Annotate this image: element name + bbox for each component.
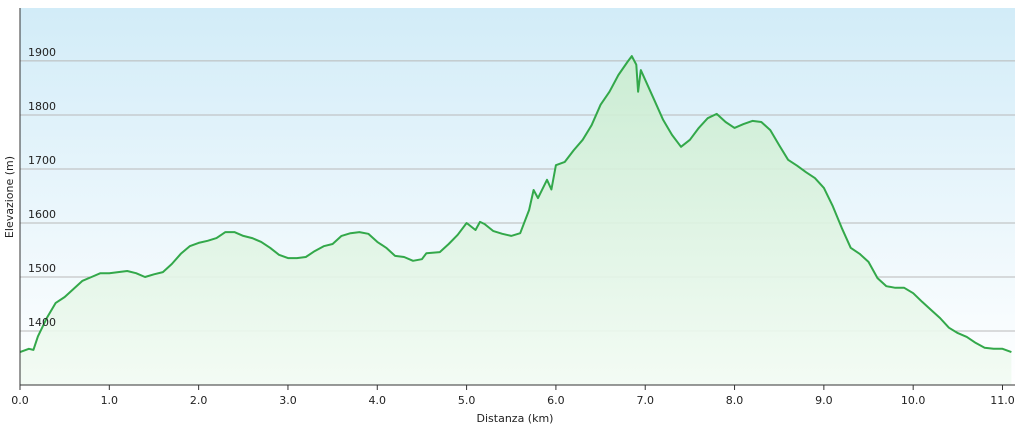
x-tick-label: 4.0: [369, 394, 387, 407]
y-tick-label: 1600: [28, 208, 56, 221]
y-tick-label: 1800: [28, 100, 56, 113]
x-tick-label: 9.0: [815, 394, 833, 407]
x-tick-label: 11.0: [990, 394, 1015, 407]
x-tick-label: 6.0: [547, 394, 565, 407]
y-tick-label: 1500: [28, 262, 56, 275]
area-fill: [20, 56, 1012, 385]
y-tick-label: 1400: [28, 316, 56, 329]
x-axis-label: Distanza (km): [477, 412, 554, 425]
x-tick-label: 1.0: [101, 394, 119, 407]
plot: [19, 55, 1015, 385]
elevation-line: [19, 55, 1012, 354]
y-tick-label: 1900: [28, 46, 56, 59]
y-tick-label: 1700: [28, 154, 56, 167]
x-tick-label: 2.0: [190, 394, 208, 407]
x-tick-label: 8.0: [726, 394, 744, 407]
x-tick-label: 0.0: [11, 394, 29, 407]
x-tick-label: 10.0: [901, 394, 926, 407]
y-axis-label: Elevazione (m): [3, 156, 16, 238]
x-tick-label: 5.0: [458, 394, 476, 407]
x-tick-label: 7.0: [636, 394, 654, 407]
x-tick-label: 3.0: [279, 394, 297, 407]
